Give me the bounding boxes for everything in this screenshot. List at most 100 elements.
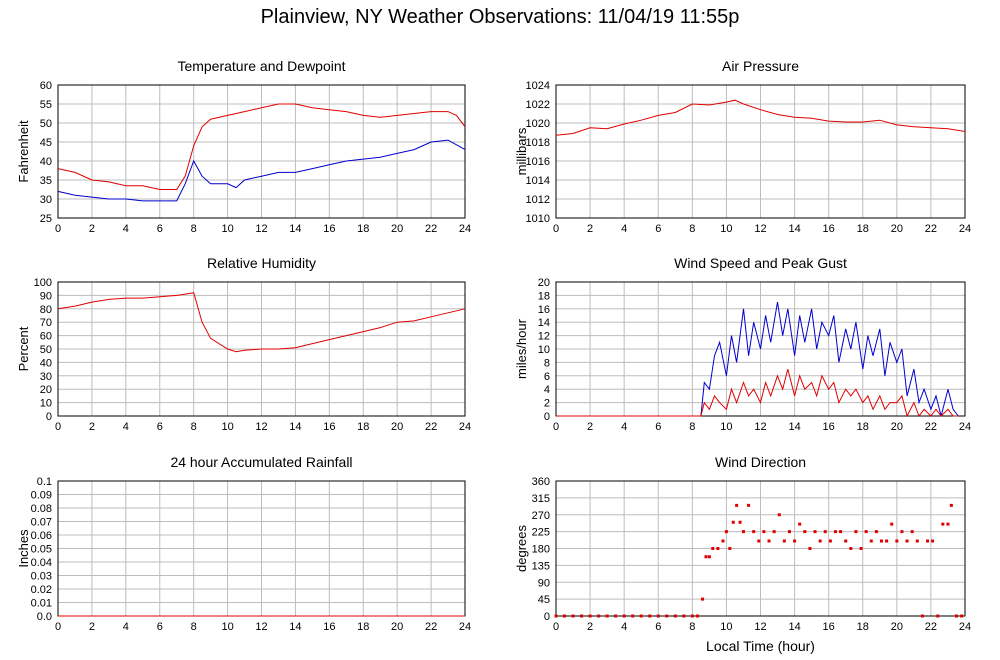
x-tick-label: 0 — [553, 621, 559, 633]
x-tick-label: 18 — [357, 421, 369, 433]
data-point — [588, 614, 592, 618]
y-tick-label: 0.09 — [31, 490, 52, 502]
page-title: Plainview, NY Weather Observations: 11/0… — [260, 6, 740, 28]
chart-title: Wind Speed and Peak Gust — [674, 255, 847, 271]
y-tick-label: 70 — [40, 317, 52, 329]
series-line-blue — [57, 139, 466, 202]
data-point — [631, 614, 635, 618]
x-tick-label: 20 — [891, 223, 903, 235]
x-tick-label: 4 — [621, 223, 627, 235]
y-tick-label: 18 — [538, 290, 550, 302]
x-tick-label: 18 — [857, 621, 869, 633]
data-point — [762, 530, 766, 534]
y-tick-label: 55 — [40, 99, 52, 111]
x-tick-label: 24 — [459, 223, 471, 235]
data-point — [757, 539, 761, 543]
x-tick-label: 10 — [221, 223, 233, 235]
data-point — [946, 522, 950, 526]
data-point — [707, 555, 711, 559]
x-tick-label: 24 — [959, 621, 971, 633]
x-tick-label: 6 — [655, 621, 661, 633]
y-tick-label: 0.01 — [31, 598, 52, 610]
x-tick-label: 2 — [89, 223, 95, 235]
data-point — [960, 614, 964, 618]
data-point — [738, 520, 742, 524]
x-tick-label: 8 — [191, 621, 197, 633]
x-tick-label: 24 — [959, 223, 971, 235]
x-tick-label: 14 — [788, 421, 800, 433]
x-tick-label: 18 — [857, 421, 869, 433]
x-tick-label: 4 — [123, 621, 129, 633]
chart-title: Air Pressure — [722, 58, 799, 74]
x-tick-label: 12 — [255, 621, 267, 633]
y-tick-label: 60 — [40, 80, 52, 92]
data-point — [869, 539, 873, 543]
y-tick-label: 80 — [40, 304, 52, 316]
data-point — [808, 547, 812, 550]
series-line-blue — [556, 302, 959, 417]
x-tick-label: 8 — [191, 223, 197, 235]
data-point — [639, 614, 643, 618]
x-tick-label: 2 — [89, 621, 95, 633]
data-point — [931, 539, 935, 543]
data-point — [854, 530, 858, 534]
x-tick-label: 6 — [157, 421, 163, 433]
y-tick-label: 4 — [544, 384, 550, 396]
x-tick-label: 0 — [55, 223, 61, 235]
plot-frame — [57, 84, 466, 219]
data-point — [721, 539, 725, 543]
x-tick-label: 22 — [425, 223, 437, 235]
y-tick-label: 1024 — [526, 80, 550, 92]
x-tick-label: 20 — [891, 421, 903, 433]
data-point — [920, 614, 924, 618]
data-point — [622, 614, 626, 618]
y-tick-label: 90 — [538, 577, 550, 589]
y-tick-label: 1016 — [526, 156, 550, 168]
data-point — [571, 614, 575, 618]
y-tick-label: 30 — [40, 371, 52, 383]
x-tick-label: 14 — [788, 223, 800, 235]
y-tick-label: 25 — [40, 213, 52, 225]
y-tick-label: 0.05 — [31, 544, 52, 556]
y-tick-label: 30 — [40, 194, 52, 206]
y-tick-label: 0.03 — [31, 571, 52, 583]
y-tick-label: 225 — [532, 527, 550, 539]
y-tick-label: 20 — [40, 384, 52, 396]
y-tick-label: 315 — [532, 493, 550, 505]
data-point — [747, 503, 751, 507]
x-tick-label: 14 — [289, 621, 301, 633]
y-tick-label: 135 — [532, 560, 550, 572]
y-tick-label: 180 — [532, 544, 550, 556]
data-point — [682, 614, 686, 618]
x-tick-label: 4 — [123, 223, 129, 235]
y-axis-label: degrees — [514, 525, 529, 572]
x-tick-label: 12 — [754, 621, 766, 633]
series-line-red — [555, 99, 966, 136]
plot-frame — [57, 281, 466, 417]
x-tick-label: 6 — [157, 223, 163, 235]
data-point — [839, 530, 843, 534]
data-point — [936, 614, 940, 618]
data-point — [728, 547, 732, 550]
y-tick-label: 16 — [538, 304, 550, 316]
x-tick-label: 16 — [823, 421, 835, 433]
data-point — [767, 539, 771, 543]
x-tick-label: 10 — [221, 621, 233, 633]
data-point — [813, 530, 817, 534]
x-tick-label: 0 — [55, 621, 61, 633]
x-tick-label: 24 — [459, 621, 471, 633]
x-tick-label: 14 — [788, 621, 800, 633]
data-point — [597, 614, 601, 618]
data-point — [859, 547, 863, 550]
data-point — [844, 539, 848, 543]
x-tick-label: 20 — [891, 621, 903, 633]
data-point — [879, 539, 883, 543]
x-tick-label: 20 — [391, 223, 403, 235]
x-tick-label: 14 — [289, 421, 301, 433]
data-point — [772, 530, 776, 534]
data-point — [735, 503, 739, 507]
x-tick-label: 8 — [689, 223, 695, 235]
x-tick-label: 0 — [553, 421, 559, 433]
y-tick-label: 1010 — [526, 213, 550, 225]
